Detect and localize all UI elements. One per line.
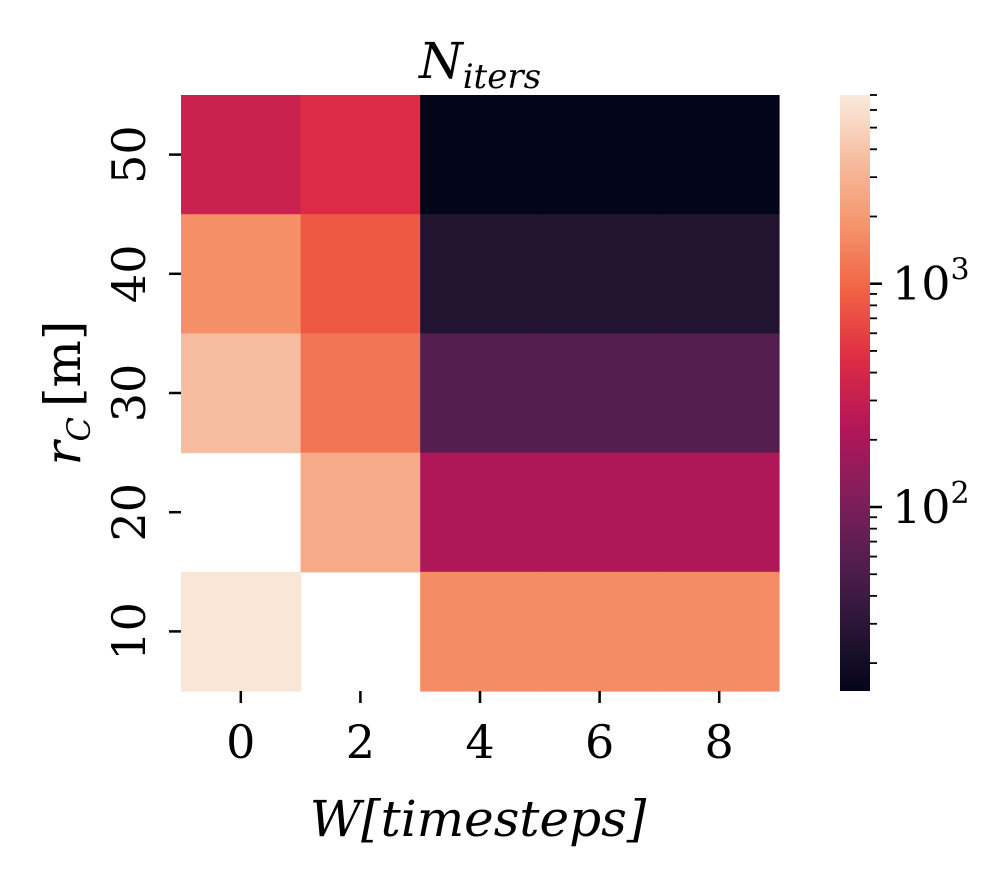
colorbar-tick-label: 103 <box>892 253 970 311</box>
heatmap-cell <box>659 333 780 454</box>
heatmap-cell <box>420 214 541 334</box>
x-tick-label: 8 <box>705 715 734 769</box>
x-axis-ticks: 0 2 4 6 8 <box>226 691 734 769</box>
heatmap-cell <box>300 95 421 215</box>
x-tick-label: 4 <box>465 715 494 769</box>
heatmap-cell <box>539 452 660 573</box>
heatmap-cell <box>300 333 421 454</box>
heatmap-cell <box>659 571 780 692</box>
heatmap-cell <box>300 452 421 573</box>
y-axis-label: rC [m] <box>34 321 98 466</box>
heatmap-cell <box>420 571 541 692</box>
y-axis-label-unit: [m] <box>34 321 92 407</box>
y-tick-label: 10 <box>102 602 156 661</box>
heatmap-cell <box>181 95 302 215</box>
y-tick-label: 20 <box>102 483 156 542</box>
heatmap-cell <box>181 214 302 334</box>
y-axis-label-sub: C <box>60 417 98 441</box>
colorbar-tick-label: 102 <box>892 476 970 534</box>
heatmap-cell <box>659 214 780 334</box>
heatmap-cell <box>420 452 541 573</box>
heatmap-cell <box>300 214 421 334</box>
colorbar <box>840 95 870 691</box>
x-tick-label: 6 <box>585 715 614 769</box>
x-tick-label: 2 <box>346 715 375 769</box>
y-tick-label: 50 <box>102 125 156 184</box>
y-axis-ticks: 50 40 30 20 10 <box>102 125 181 661</box>
heatmap-cell <box>539 214 660 334</box>
colorbar-ticks: 102 103 <box>870 94 970 665</box>
chart-title-sub: iters <box>463 57 541 97</box>
y-axis-label-main: r <box>34 438 92 465</box>
heatmap-cell <box>181 571 302 692</box>
heatmap-cell <box>420 95 541 215</box>
heatmap-cells <box>181 95 780 692</box>
y-tick-label: 40 <box>102 245 156 304</box>
heatmap-cell <box>539 571 660 692</box>
heatmap-cell <box>659 95 780 215</box>
chart-title: Niters <box>418 32 541 97</box>
x-tick-label: 0 <box>226 715 255 769</box>
x-axis-label: W[timesteps] <box>310 790 647 848</box>
heatmap-cell <box>539 95 660 215</box>
heatmap-cell <box>539 333 660 454</box>
heatmap-cell <box>181 333 302 454</box>
y-tick-label: 30 <box>102 364 156 423</box>
heatmap-cell <box>659 452 780 573</box>
heatmap-cell <box>420 333 541 454</box>
chart-title-base: N <box>418 32 465 90</box>
